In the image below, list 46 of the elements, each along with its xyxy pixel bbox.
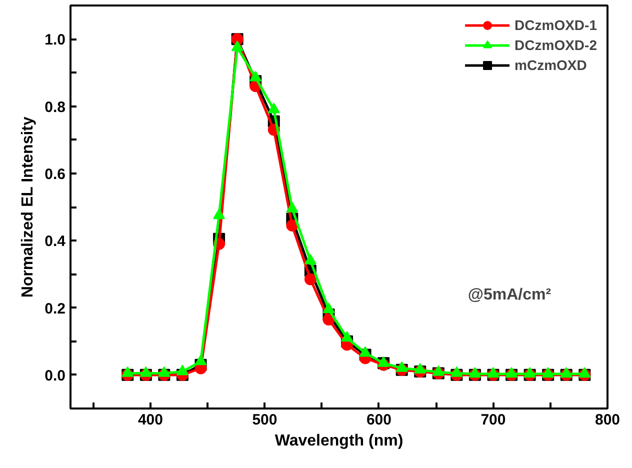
point (506, 367, 518, 378)
point (341, 331, 353, 342)
y-tick-label: 0.0 (44, 367, 66, 384)
y-tick-label: 0.8 (44, 98, 66, 116)
point (213, 208, 226, 220)
point (268, 102, 280, 114)
y-tick-label: 0.6 (44, 166, 66, 183)
y-axis-title: Normalized EL Intensity (20, 116, 37, 298)
y-tick-label: 1.0 (44, 32, 66, 49)
point (468, 367, 481, 378)
point (158, 366, 170, 377)
x-tick-label: 400 (138, 412, 163, 428)
point (378, 356, 390, 367)
point (194, 354, 207, 366)
point (487, 367, 500, 378)
x-tick-label: 800 (594, 412, 620, 428)
legend-label: DCzmOXD-2 (514, 37, 597, 53)
legend-label: mCzmOXD (514, 57, 587, 73)
point (140, 366, 152, 377)
point (250, 70, 262, 82)
point (524, 367, 536, 378)
x-tick-label: 500 (252, 412, 278, 428)
point (322, 314, 335, 326)
y-tick-label: 0.4 (44, 233, 66, 250)
y-tick-label: 0.2 (44, 300, 66, 318)
x-tick-label: 700 (480, 412, 506, 428)
legend-label: DCzmOXD-1 (514, 17, 597, 33)
annotation: @5mA/cm² (468, 286, 552, 304)
point (231, 40, 244, 52)
point (359, 346, 372, 357)
point (396, 361, 408, 372)
point (122, 366, 134, 377)
point (176, 364, 188, 376)
point (304, 273, 316, 286)
point (560, 367, 572, 378)
point (286, 219, 298, 232)
point (578, 367, 591, 378)
point (542, 367, 554, 378)
point (304, 254, 316, 264)
point (322, 302, 335, 314)
point (286, 202, 298, 212)
x-tick-label: 600 (366, 412, 392, 428)
point (450, 366, 463, 377)
point (432, 365, 444, 376)
x-axis-title: Wavelength (nm) (274, 432, 404, 450)
point (414, 363, 426, 374)
